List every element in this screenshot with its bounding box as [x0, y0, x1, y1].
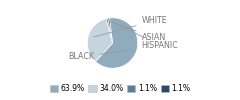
- Text: HISPANIC: HISPANIC: [111, 21, 178, 50]
- Wedge shape: [96, 18, 138, 68]
- Text: ASIAN: ASIAN: [110, 21, 166, 42]
- Text: WHITE: WHITE: [94, 16, 167, 37]
- Legend: 63.9%, 34.0%, 1.1%, 1.1%: 63.9%, 34.0%, 1.1%, 1.1%: [47, 81, 193, 96]
- Text: BLACK: BLACK: [68, 50, 130, 61]
- Wedge shape: [106, 18, 113, 43]
- Wedge shape: [87, 19, 113, 62]
- Wedge shape: [108, 18, 113, 43]
